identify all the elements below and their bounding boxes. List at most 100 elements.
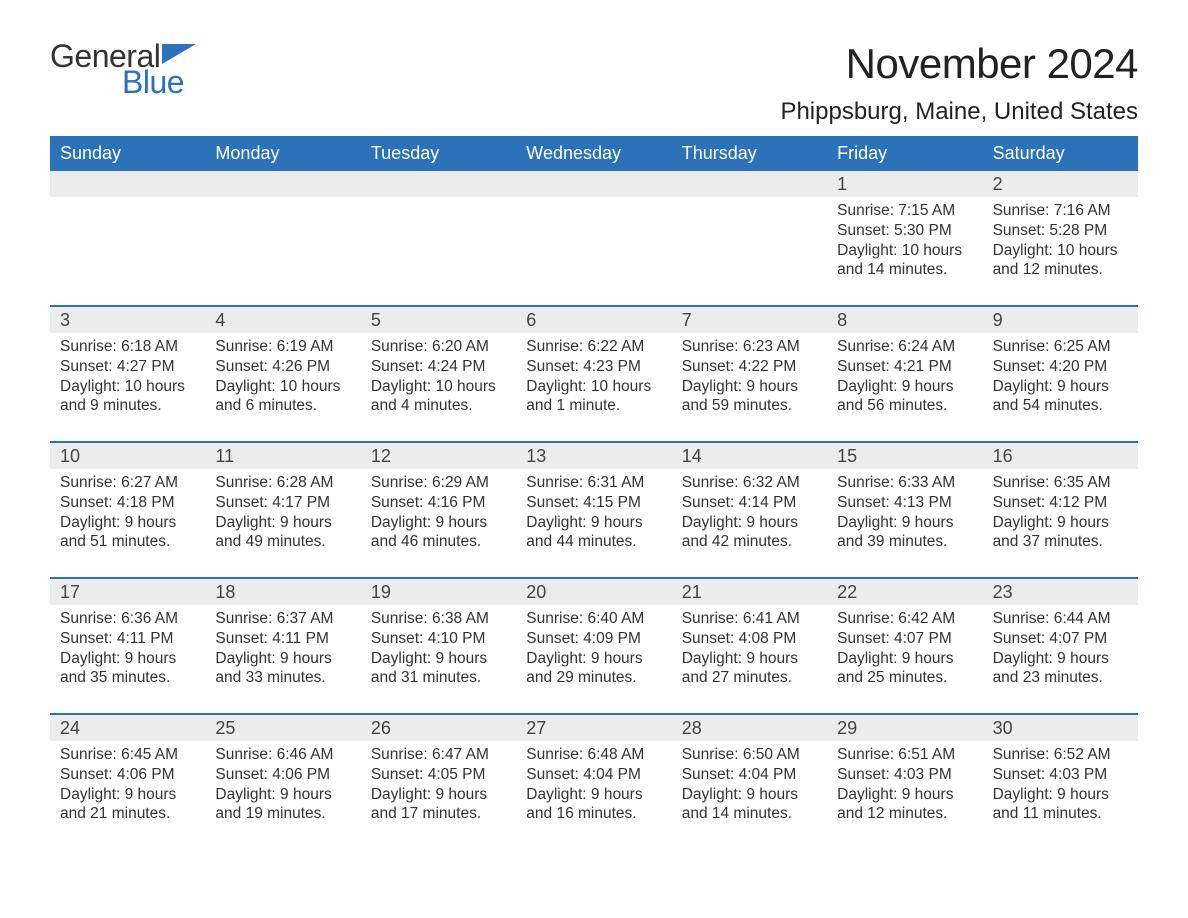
daylight-line: Daylight: 9 hours and 59 minutes.	[682, 377, 817, 417]
day-cell	[361, 197, 516, 305]
sunrise-line: Sunrise: 6:40 AM	[526, 609, 661, 629]
daylight-line: Daylight: 10 hours and 12 minutes.	[993, 241, 1128, 281]
day-cell: Sunrise: 7:16 AMSunset: 5:28 PMDaylight:…	[983, 197, 1138, 305]
daylight-line: Daylight: 9 hours and 25 minutes.	[837, 649, 972, 689]
day-number: 1	[827, 171, 982, 197]
daylight-line: Daylight: 9 hours and 49 minutes.	[215, 513, 350, 553]
week-row: 17181920212223Sunrise: 6:36 AMSunset: 4:…	[50, 577, 1138, 713]
sunset-line: Sunset: 4:12 PM	[993, 493, 1128, 513]
day-cell: Sunrise: 6:42 AMSunset: 4:07 PMDaylight:…	[827, 605, 982, 713]
weekday-header: Monday	[205, 136, 360, 171]
daylight-line: Daylight: 9 hours and 29 minutes.	[526, 649, 661, 689]
sunrise-line: Sunrise: 6:23 AM	[682, 337, 817, 357]
day-cell: Sunrise: 6:41 AMSunset: 4:08 PMDaylight:…	[672, 605, 827, 713]
day-number: 17	[50, 579, 205, 605]
sunrise-line: Sunrise: 6:20 AM	[371, 337, 506, 357]
day-number: 25	[205, 715, 360, 741]
flag-icon	[162, 44, 196, 66]
daylight-line: Daylight: 9 hours and 51 minutes.	[60, 513, 195, 553]
weekday-header: Thursday	[672, 136, 827, 171]
weekday-header-row: SundayMondayTuesdayWednesdayThursdayFrid…	[50, 136, 1138, 171]
sunset-line: Sunset: 4:11 PM	[60, 629, 195, 649]
weekday-header: Wednesday	[516, 136, 671, 171]
sunrise-line: Sunrise: 6:18 AM	[60, 337, 195, 357]
sunrise-line: Sunrise: 6:42 AM	[837, 609, 972, 629]
daylight-line: Daylight: 9 hours and 12 minutes.	[837, 785, 972, 825]
sunrise-line: Sunrise: 6:28 AM	[215, 473, 350, 493]
day-cell	[516, 197, 671, 305]
sunset-line: Sunset: 4:26 PM	[215, 357, 350, 377]
day-cell: Sunrise: 6:38 AMSunset: 4:10 PMDaylight:…	[361, 605, 516, 713]
sunrise-line: Sunrise: 6:27 AM	[60, 473, 195, 493]
sunset-line: Sunset: 4:17 PM	[215, 493, 350, 513]
daylight-line: Daylight: 10 hours and 1 minute.	[526, 377, 661, 417]
day-cell: Sunrise: 6:45 AMSunset: 4:06 PMDaylight:…	[50, 741, 205, 831]
day-number: 27	[516, 715, 671, 741]
day-number: 14	[672, 443, 827, 469]
daylight-line: Daylight: 9 hours and 33 minutes.	[215, 649, 350, 689]
day-cell: Sunrise: 6:36 AMSunset: 4:11 PMDaylight:…	[50, 605, 205, 713]
day-number: 8	[827, 307, 982, 333]
day-number: 29	[827, 715, 982, 741]
sunset-line: Sunset: 4:11 PM	[215, 629, 350, 649]
logo: General Blue	[50, 40, 196, 98]
day-cell: Sunrise: 6:24 AMSunset: 4:21 PMDaylight:…	[827, 333, 982, 441]
week-row: 12Sunrise: 7:15 AMSunset: 5:30 PMDayligh…	[50, 171, 1138, 305]
title-block: November 2024 Phippsburg, Maine, United …	[780, 40, 1138, 126]
day-cell: Sunrise: 6:25 AMSunset: 4:20 PMDaylight:…	[983, 333, 1138, 441]
sunset-line: Sunset: 4:05 PM	[371, 765, 506, 785]
sunset-line: Sunset: 4:24 PM	[371, 357, 506, 377]
weekday-header: Saturday	[983, 136, 1138, 171]
daylight-line: Daylight: 9 hours and 19 minutes.	[215, 785, 350, 825]
logo-word2: Blue	[122, 66, 196, 98]
daylight-line: Daylight: 9 hours and 21 minutes.	[60, 785, 195, 825]
day-cell	[50, 197, 205, 305]
week-row: 3456789Sunrise: 6:18 AMSunset: 4:27 PMDa…	[50, 305, 1138, 441]
sunset-line: Sunset: 4:08 PM	[682, 629, 817, 649]
sunrise-line: Sunrise: 6:32 AM	[682, 473, 817, 493]
sunrise-line: Sunrise: 6:44 AM	[993, 609, 1128, 629]
day-cell: Sunrise: 6:48 AMSunset: 4:04 PMDaylight:…	[516, 741, 671, 831]
day-cell: Sunrise: 6:44 AMSunset: 4:07 PMDaylight:…	[983, 605, 1138, 713]
sunrise-line: Sunrise: 6:47 AM	[371, 745, 506, 765]
daylight-line: Daylight: 9 hours and 42 minutes.	[682, 513, 817, 553]
day-number: 5	[361, 307, 516, 333]
sunset-line: Sunset: 4:04 PM	[682, 765, 817, 785]
daylight-line: Daylight: 9 hours and 31 minutes.	[371, 649, 506, 689]
location-subtitle: Phippsburg, Maine, United States	[780, 98, 1138, 126]
week-row: 10111213141516Sunrise: 6:27 AMSunset: 4:…	[50, 441, 1138, 577]
day-number: 20	[516, 579, 671, 605]
day-cell: Sunrise: 6:31 AMSunset: 4:15 PMDaylight:…	[516, 469, 671, 577]
day-cell	[672, 197, 827, 305]
day-cell	[205, 197, 360, 305]
day-number: 10	[50, 443, 205, 469]
sunrise-line: Sunrise: 6:48 AM	[526, 745, 661, 765]
day-cell: Sunrise: 6:47 AMSunset: 4:05 PMDaylight:…	[361, 741, 516, 831]
day-cell: Sunrise: 6:33 AMSunset: 4:13 PMDaylight:…	[827, 469, 982, 577]
daylight-line: Daylight: 9 hours and 44 minutes.	[526, 513, 661, 553]
day-number: 4	[205, 307, 360, 333]
daylight-line: Daylight: 9 hours and 14 minutes.	[682, 785, 817, 825]
day-cell: Sunrise: 7:15 AMSunset: 5:30 PMDaylight:…	[827, 197, 982, 305]
daylight-line: Daylight: 9 hours and 54 minutes.	[993, 377, 1128, 417]
sunrise-line: Sunrise: 7:15 AM	[837, 201, 972, 221]
sunset-line: Sunset: 4:04 PM	[526, 765, 661, 785]
sunset-line: Sunset: 4:07 PM	[993, 629, 1128, 649]
sunset-line: Sunset: 4:03 PM	[837, 765, 972, 785]
day-cell: Sunrise: 6:18 AMSunset: 4:27 PMDaylight:…	[50, 333, 205, 441]
day-number: 12	[361, 443, 516, 469]
daylight-line: Daylight: 9 hours and 56 minutes.	[837, 377, 972, 417]
daynum-strip: 24252627282930	[50, 715, 1138, 741]
day-number: 3	[50, 307, 205, 333]
sunrise-line: Sunrise: 6:36 AM	[60, 609, 195, 629]
day-number: 16	[983, 443, 1138, 469]
daylight-line: Daylight: 9 hours and 46 minutes.	[371, 513, 506, 553]
sunset-line: Sunset: 4:16 PM	[371, 493, 506, 513]
sunset-line: Sunset: 4:06 PM	[60, 765, 195, 785]
page-header: General Blue November 2024 Phippsburg, M…	[50, 40, 1138, 126]
sunrise-line: Sunrise: 6:41 AM	[682, 609, 817, 629]
day-number	[516, 171, 671, 197]
daylight-line: Daylight: 10 hours and 14 minutes.	[837, 241, 972, 281]
day-cell: Sunrise: 6:29 AMSunset: 4:16 PMDaylight:…	[361, 469, 516, 577]
day-number: 26	[361, 715, 516, 741]
